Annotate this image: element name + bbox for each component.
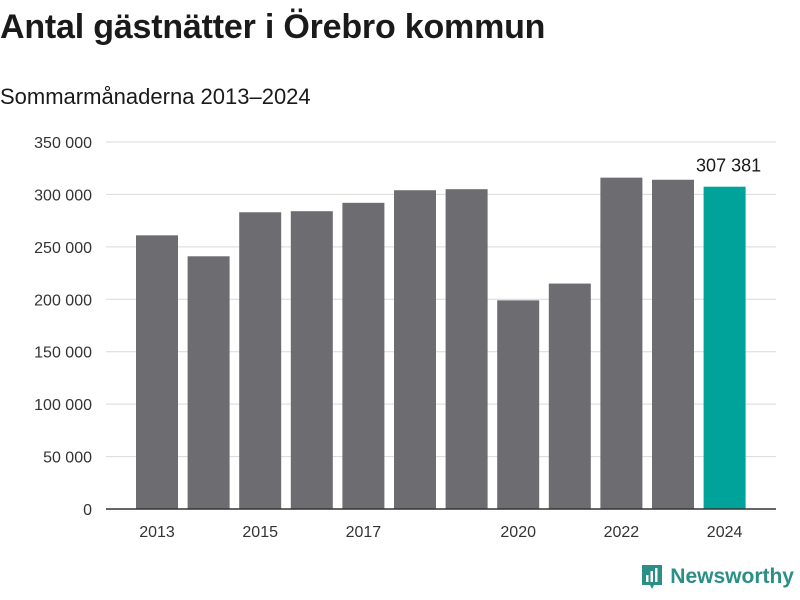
y-tick-label: 250 000 bbox=[34, 240, 92, 257]
y-tick-label: 200 000 bbox=[34, 292, 92, 309]
bar bbox=[394, 190, 436, 509]
bar bbox=[600, 177, 643, 509]
x-tick-label: 2024 bbox=[707, 524, 743, 541]
chart-title: Antal gästnätter i Örebro kommun bbox=[0, 8, 546, 46]
bar bbox=[703, 186, 746, 509]
y-tick-label: 150 000 bbox=[34, 345, 92, 362]
bar bbox=[342, 202, 385, 509]
y-tick-label: 350 000 bbox=[34, 135, 92, 152]
y-tick-label: 0 bbox=[83, 502, 92, 519]
data-label: 307 381 bbox=[696, 156, 761, 176]
x-tick-label: 2017 bbox=[346, 524, 382, 541]
bar bbox=[187, 256, 230, 509]
bar bbox=[445, 189, 488, 509]
newsworthy-logo-icon bbox=[642, 565, 663, 589]
chart-subtitle: Sommarmånaderna 2013–2024 bbox=[0, 84, 311, 109]
bar bbox=[652, 179, 694, 509]
x-tick-label: 2020 bbox=[500, 524, 536, 541]
y-tick-label: 100 000 bbox=[34, 397, 92, 414]
bar bbox=[290, 211, 333, 509]
brand-name: Newsworthy bbox=[670, 565, 794, 588]
x-tick-label: 2013 bbox=[139, 524, 175, 541]
bar bbox=[548, 283, 591, 509]
x-tick-label: 2015 bbox=[242, 524, 278, 541]
x-tick-label: 2022 bbox=[604, 524, 640, 541]
bar bbox=[136, 235, 178, 509]
bar bbox=[239, 212, 282, 510]
brand-logo: Newsworthy bbox=[640, 562, 794, 592]
bar bbox=[497, 300, 540, 509]
y-tick-label: 50 000 bbox=[43, 450, 92, 467]
y-tick-label: 300 000 bbox=[34, 187, 92, 204]
